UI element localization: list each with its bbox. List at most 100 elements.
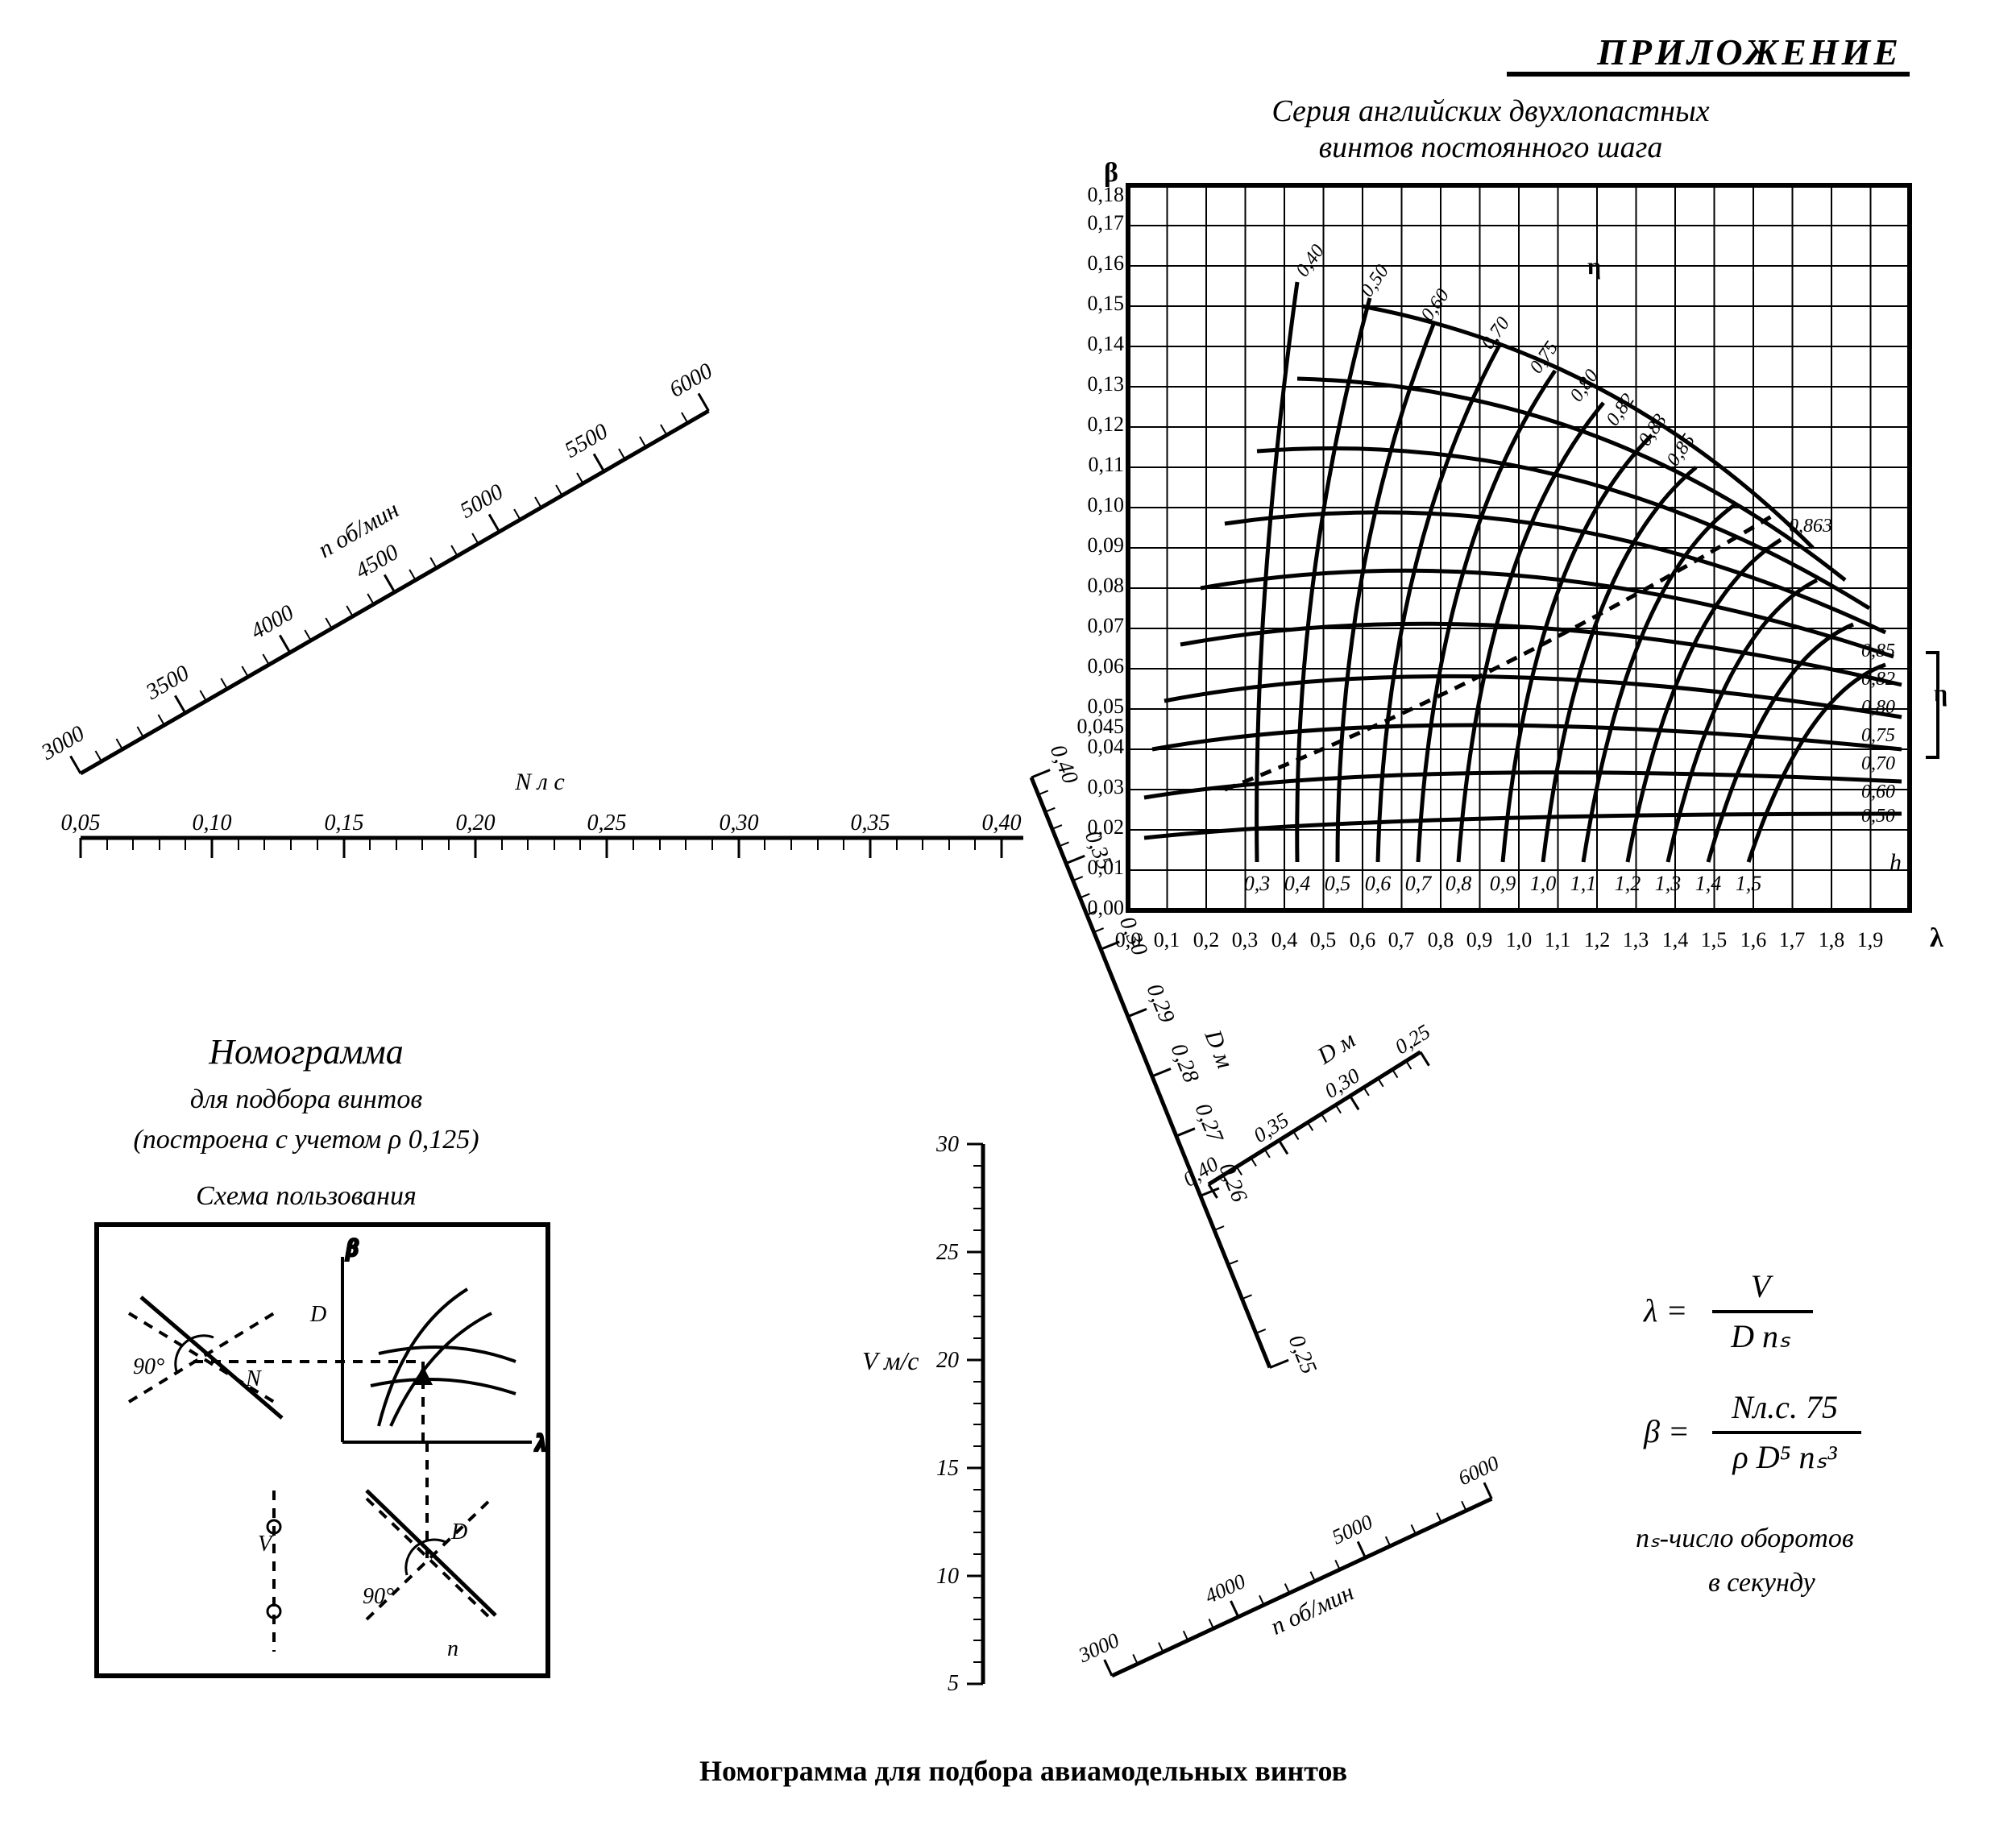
y-ticks: 0,00 0,01 0,02 0,03 0,04 0,045 0,05 0,06… bbox=[1077, 183, 1125, 919]
svg-text:0,09: 0,09 bbox=[1088, 533, 1125, 557]
svg-text:1,2: 1,2 bbox=[1584, 928, 1611, 952]
scheme-solid bbox=[141, 1297, 496, 1615]
svg-text:0,40: 0,40 bbox=[982, 811, 1022, 835]
svg-text:0,40: 0,40 bbox=[1045, 741, 1083, 787]
svg-text:6000: 6000 bbox=[666, 359, 717, 403]
svg-text:0,3: 0,3 bbox=[1244, 872, 1271, 895]
N-tick-labels: 0,05 0,10 0,15 0,20 0,25 0,30 0,35 0,40 bbox=[61, 811, 1022, 835]
svg-text:0,06: 0,06 bbox=[1088, 654, 1125, 678]
eta-right-label: η bbox=[1934, 680, 1948, 707]
h-axis-label: h bbox=[1889, 849, 1902, 876]
svg-text:0,6: 0,6 bbox=[1365, 872, 1392, 895]
V-ticks bbox=[967, 1144, 983, 1684]
svg-text:0,4: 0,4 bbox=[1284, 872, 1311, 895]
eta-top-label: η bbox=[1587, 253, 1601, 280]
svg-text:0,12: 0,12 bbox=[1088, 413, 1125, 436]
D-bottom-line bbox=[1209, 1052, 1421, 1184]
D-bottom-label: D м bbox=[1312, 1026, 1359, 1070]
svg-text:0,05: 0,05 bbox=[61, 811, 101, 835]
svg-text:0,30: 0,30 bbox=[720, 811, 759, 835]
svg-text:1,4: 1,4 bbox=[1662, 928, 1689, 952]
svg-text:0,85: 0,85 bbox=[1861, 641, 1895, 661]
svg-text:1,0: 1,0 bbox=[1530, 872, 1557, 895]
svg-text:5: 5 bbox=[948, 1671, 959, 1696]
svg-text:0,27: 0,27 bbox=[1190, 1100, 1228, 1146]
svg-text:0,70: 0,70 bbox=[1861, 753, 1895, 774]
scheme-labels: D N D n V 90° 90° bbox=[133, 1302, 467, 1661]
svg-text:4000: 4000 bbox=[1201, 1569, 1249, 1608]
n-bottom-scale: 3000 4000 5000 6000 n об/мин bbox=[1074, 1451, 1527, 1719]
appendix-title: ПРИЛОЖЕНИЕ bbox=[1596, 31, 1902, 73]
svg-text:N: N bbox=[245, 1366, 262, 1391]
svg-text:1,3: 1,3 bbox=[1623, 928, 1649, 952]
svg-text:0,10: 0,10 bbox=[193, 811, 232, 835]
svg-text:β: β bbox=[346, 1236, 358, 1261]
D-tick-labels: 0,40 0,35 0,30 0,29 0,28 0,27 0,26 0,25 bbox=[1045, 741, 1321, 1378]
svg-text:3000: 3000 bbox=[36, 721, 89, 765]
svg-text:1,3: 1,3 bbox=[1655, 872, 1682, 895]
n-scale-group: 3000 3500 4000 4500 5000 5500 6000 n об/… bbox=[18, 325, 728, 785]
svg-text:D: D bbox=[309, 1302, 326, 1327]
page-caption: Номограмма для подбора авиамодельных вин… bbox=[699, 1755, 1347, 1787]
svg-text:1,1: 1,1 bbox=[1570, 872, 1597, 895]
chart-curves bbox=[1144, 282, 1902, 862]
svg-text:0,04: 0,04 bbox=[1088, 735, 1125, 758]
series-title-1: Серия английских двухлопастных bbox=[1271, 94, 1709, 128]
svg-text:0,80: 0,80 bbox=[1861, 697, 1895, 718]
svg-text:0,8: 0,8 bbox=[1446, 872, 1472, 895]
series-title-2: винтов постоянного шага bbox=[1319, 131, 1663, 164]
svg-text:0,07: 0,07 bbox=[1088, 614, 1125, 637]
N-ticks-marks bbox=[81, 838, 1002, 858]
svg-text:3000: 3000 bbox=[1074, 1628, 1122, 1668]
svg-text:V: V bbox=[258, 1532, 274, 1557]
x-ticks: 0,0 0,1 0,2 0,3 0,4 0,5 0,6 0,7 0,8 0,9 … bbox=[1115, 928, 1884, 952]
nomogram-bottom: 5 10 15 20 25 30 V м/с 0,40 0 bbox=[862, 990, 1527, 1719]
svg-text:30: 30 bbox=[935, 1132, 959, 1157]
V-scale-label: V м/с bbox=[862, 1346, 919, 1375]
svg-text:0,2: 0,2 bbox=[1193, 928, 1220, 952]
svg-text:15: 15 bbox=[936, 1456, 959, 1481]
svg-text:5000: 5000 bbox=[1329, 1510, 1376, 1549]
n-tick-labels: 3000 3500 4000 4500 5000 5500 6000 bbox=[36, 359, 716, 765]
svg-text:0,11: 0,11 bbox=[1088, 453, 1124, 476]
svg-text:0,00: 0,00 bbox=[1088, 896, 1125, 919]
svg-text:λ: λ bbox=[535, 1431, 545, 1456]
lambda-num: V bbox=[1751, 1268, 1774, 1304]
D-scale-label: D м bbox=[1199, 1026, 1238, 1072]
nomogram-page: ПРИЛОЖЕНИЕ Серия английских двухлопастны… bbox=[0, 0, 2016, 1845]
svg-text:0,13: 0,13 bbox=[1088, 372, 1125, 396]
svg-text:0,8: 0,8 bbox=[1428, 928, 1454, 952]
nomogram-title: Номограмма bbox=[208, 1032, 404, 1072]
svg-text:n: n bbox=[447, 1636, 458, 1661]
beta-den: ρ D⁵ nₛ³ bbox=[1732, 1439, 1838, 1475]
scheme-frame bbox=[97, 1225, 548, 1676]
n-major-ticks bbox=[71, 393, 709, 773]
svg-text:0,28: 0,28 bbox=[1166, 1040, 1204, 1086]
svg-text:0,6: 0,6 bbox=[1350, 928, 1376, 952]
svg-text:0,9: 0,9 bbox=[1490, 872, 1516, 895]
lambda-eq: λ = bbox=[1643, 1292, 1687, 1329]
svg-text:0,16: 0,16 bbox=[1088, 251, 1125, 275]
svg-text:0,14: 0,14 bbox=[1088, 332, 1125, 355]
svg-text:0,30: 0,30 bbox=[1114, 913, 1152, 959]
svg-text:0,15: 0,15 bbox=[1088, 292, 1125, 315]
svg-text:6000: 6000 bbox=[1454, 1451, 1502, 1490]
svg-text:0,9: 0,9 bbox=[1466, 928, 1493, 952]
svg-text:0,75: 0,75 bbox=[1526, 338, 1562, 377]
svg-text:0,5: 0,5 bbox=[1310, 928, 1337, 952]
svg-text:D: D bbox=[450, 1520, 467, 1544]
scheme-curves bbox=[371, 1289, 516, 1426]
h-ticks: 0,3 0,4 0,5 0,6 0,7 0,8 0,9 1,0 1,1 1,2 … bbox=[1244, 872, 1762, 895]
nomogram-title-block: Номограмма для подбора винтов (построена… bbox=[97, 1032, 548, 1676]
svg-text:3500: 3500 bbox=[141, 661, 193, 705]
svg-text:90°: 90° bbox=[363, 1584, 394, 1609]
svg-text:0,1: 0,1 bbox=[1154, 928, 1180, 952]
D-major-ticks bbox=[1031, 770, 1288, 1368]
beta-eq: β = bbox=[1643, 1413, 1690, 1449]
scheme-title: Схема пользования bbox=[196, 1181, 417, 1211]
scheme-dashed bbox=[129, 1313, 492, 1652]
svg-text:10: 10 bbox=[936, 1564, 959, 1589]
D-bottom-scale: 0,40 0,35 0,30 0,25 D м bbox=[1160, 990, 1444, 1208]
svg-text:0,10: 0,10 bbox=[1088, 493, 1125, 516]
D-scale-line bbox=[1031, 777, 1270, 1367]
